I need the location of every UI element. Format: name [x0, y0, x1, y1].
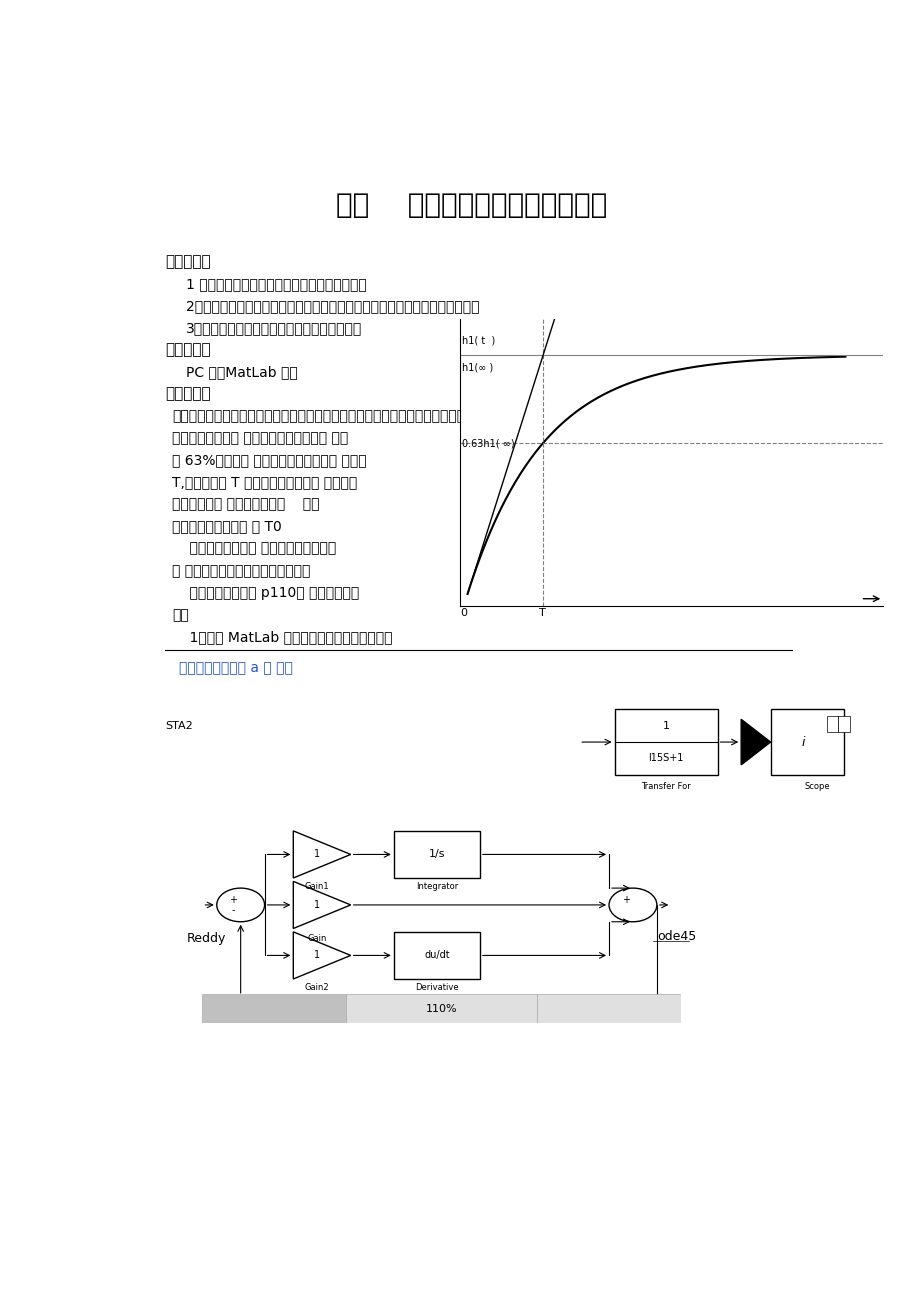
Text: Gain1: Gain1: [304, 882, 329, 891]
Text: Scope: Scope: [804, 782, 830, 791]
Text: +: +: [229, 895, 237, 904]
Text: ode45: ode45: [656, 930, 696, 943]
Text: du/dt: du/dt: [424, 950, 449, 960]
Text: 、实验原理: 、实验原理: [165, 387, 210, 401]
Text: PC 机、MatLab 软件: PC 机、MatLab 软件: [186, 365, 298, 379]
FancyBboxPatch shape: [393, 831, 480, 878]
Text: 1: 1: [662, 721, 669, 731]
Text: 同样的，输入输出 的比值就可以确定对: 同样的，输入输出 的比值就可以确定对: [172, 542, 336, 555]
Text: Derivative: Derivative: [414, 982, 459, 992]
Text: 1: 1: [313, 900, 320, 909]
Text: 1/s: 1/s: [428, 850, 445, 860]
Text: 象 增益。从而确定单容对象的参数。: 象 增益。从而确定单容对象的参数。: [172, 564, 310, 577]
Text: 、实验设备: 、实验设备: [165, 343, 210, 357]
Text: 0.63h1( ∞): 0.63h1( ∞): [461, 438, 514, 448]
FancyBboxPatch shape: [346, 994, 537, 1023]
Text: 1 熟悉单容对象的数学模型及其阶跃响应曲线。: 1 熟悉单容对象的数学模型及其阶跃响应曲线。: [186, 276, 367, 291]
FancyBboxPatch shape: [825, 715, 837, 732]
Text: -: -: [232, 906, 235, 915]
Polygon shape: [741, 719, 770, 765]
FancyBboxPatch shape: [614, 709, 717, 774]
Text: 1、使用 MatLab 进行模拟仿真。仿真图如下：: 1、使用 MatLab 进行模拟仿真。仿真图如下：: [172, 629, 392, 644]
Text: 1: 1: [313, 950, 320, 960]
Text: 110%: 110%: [425, 1003, 457, 1014]
Text: l15S+1: l15S+1: [648, 753, 683, 764]
Text: 应的时间就是时间常 数 T0: 应的时间就是时间常 数 T0: [172, 520, 281, 534]
Text: 经验整定法，书本 p110。 四、实验容和: 经验整定法，书本 p110。 四、实验容和: [172, 586, 359, 599]
Text: h1( t  ): h1( t ): [461, 335, 494, 345]
Text: 1: 1: [313, 850, 320, 860]
Text: i: i: [800, 736, 804, 748]
Text: 所示的阶跃响应曲 线后，该曲线上升到稳 态值: 所示的阶跃响应曲 线后，该曲线上升到稳 态值: [172, 431, 348, 446]
Text: 线作切线，切 线与稳态值交点    所对: 线作切线，切 线与稳态值交点 所对: [172, 498, 319, 512]
Text: 、实验目的: 、实验目的: [165, 254, 210, 270]
Text: STA2: STA2: [165, 722, 192, 731]
FancyBboxPatch shape: [393, 932, 480, 979]
FancyBboxPatch shape: [770, 709, 844, 774]
Text: T,该时间常数 T 也可以通过坐标原点 对响应曲: T,该时间常数 T 也可以通过坐标原点 对响应曲: [172, 476, 357, 490]
FancyBboxPatch shape: [537, 994, 680, 1023]
Text: Integrator: Integrator: [415, 882, 458, 891]
Text: Transfer For: Transfer For: [641, 782, 690, 791]
Text: 的 63%所对应时 间，就是单容对象的时 间常数: 的 63%所对应时 间，就是单容对象的时 间常数: [172, 453, 367, 468]
Text: 口丨金匾孨晶召整 a 卜 阿币: 口丨金匾孨晶召整 a 卜 阿币: [179, 661, 293, 675]
Text: Gain2: Gain2: [304, 982, 329, 992]
FancyBboxPatch shape: [202, 994, 346, 1023]
Text: 0: 0: [460, 609, 467, 619]
Text: 2、根据由实际测得的单容对象的阶跃响应曲线，用相关的方法确定对象参数。: 2、根据由实际测得的单容对象的阶跃响应曲线，用相关的方法确定对象参数。: [186, 298, 480, 313]
Text: h1(∞ ): h1(∞ ): [461, 362, 493, 373]
Text: 3、根据经验整定法确定单容对象控制器参数。: 3、根据经验整定法确定单容对象控制器参数。: [186, 321, 362, 335]
Text: Reddy: Reddy: [186, 933, 225, 946]
Text: +: +: [621, 895, 630, 904]
Text: T: T: [539, 609, 546, 619]
Text: Gain: Gain: [307, 934, 326, 943]
Text: 步骤: 步骤: [172, 609, 188, 622]
Text: 实验    单容对象的控制及参数整定: 实验 单容对象的控制及参数整定: [335, 190, 607, 219]
Text: 一阶惯性环节的响应曲线是一单调上升的指数函数，如下图所示。当由实验求得图中: 一阶惯性环节的响应曲线是一单调上升的指数函数，如下图所示。当由实验求得图中: [172, 409, 482, 423]
FancyBboxPatch shape: [837, 715, 849, 732]
